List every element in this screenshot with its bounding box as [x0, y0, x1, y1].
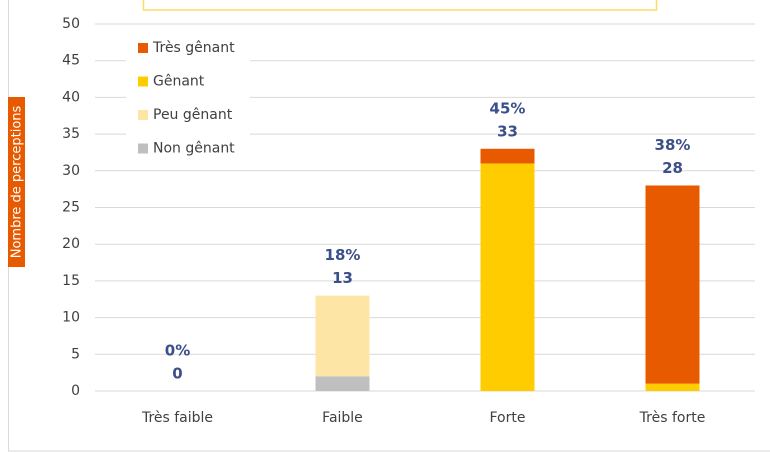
y-tick-label: 0: [71, 383, 80, 399]
bar-segment: [480, 148, 535, 164]
y-tick-label: 10: [62, 310, 80, 326]
legend-swatch: [138, 76, 148, 87]
legend-label: Très gênant: [152, 40, 235, 56]
x-tick-label: Forte: [490, 410, 526, 426]
total-label: 0: [172, 365, 182, 383]
title-box: [142, 0, 658, 11]
bar-segment: [480, 163, 535, 391]
y-tick-label: 20: [62, 236, 80, 252]
legend-label: Non gênant: [153, 141, 235, 157]
legend-bg: [126, 36, 250, 164]
percent-label: 0%: [165, 342, 190, 360]
legend-label: Peu gênant: [153, 107, 233, 123]
percent-label: 45%: [490, 99, 526, 117]
y-tick-label: 5: [71, 346, 80, 362]
total-label: 13: [332, 269, 353, 287]
y-tick-label: 15: [62, 273, 80, 289]
y-tick-label: 50: [62, 16, 80, 32]
total-label: 28: [662, 159, 683, 177]
y-tick-label: 40: [62, 89, 80, 105]
bar-segment: [645, 383, 700, 391]
y-label-box: [8, 97, 25, 267]
x-tick-label: Très forte: [639, 410, 706, 426]
y-tick-label: 30: [62, 163, 80, 179]
x-tick-label: Faible: [322, 410, 363, 426]
legend-swatch: [138, 43, 148, 53]
bar-segment: [315, 295, 370, 377]
bar-segment: [315, 376, 370, 391]
total-label: 33: [497, 122, 518, 140]
percent-label: 18%: [325, 246, 361, 264]
y-tick-label: 25: [62, 200, 80, 216]
percent-label: 38%: [655, 136, 691, 154]
y-tick-label: 35: [62, 126, 80, 142]
x-tick-label: Très faible: [141, 410, 213, 426]
legend-swatch: [138, 110, 148, 120]
legend-swatch: [138, 143, 148, 154]
y-tick-label: 45: [62, 53, 80, 69]
bar-segment: [645, 185, 700, 384]
y-axis-label: Nombre de perceptions: [10, 105, 25, 258]
legend-label: Gênant: [153, 74, 205, 90]
